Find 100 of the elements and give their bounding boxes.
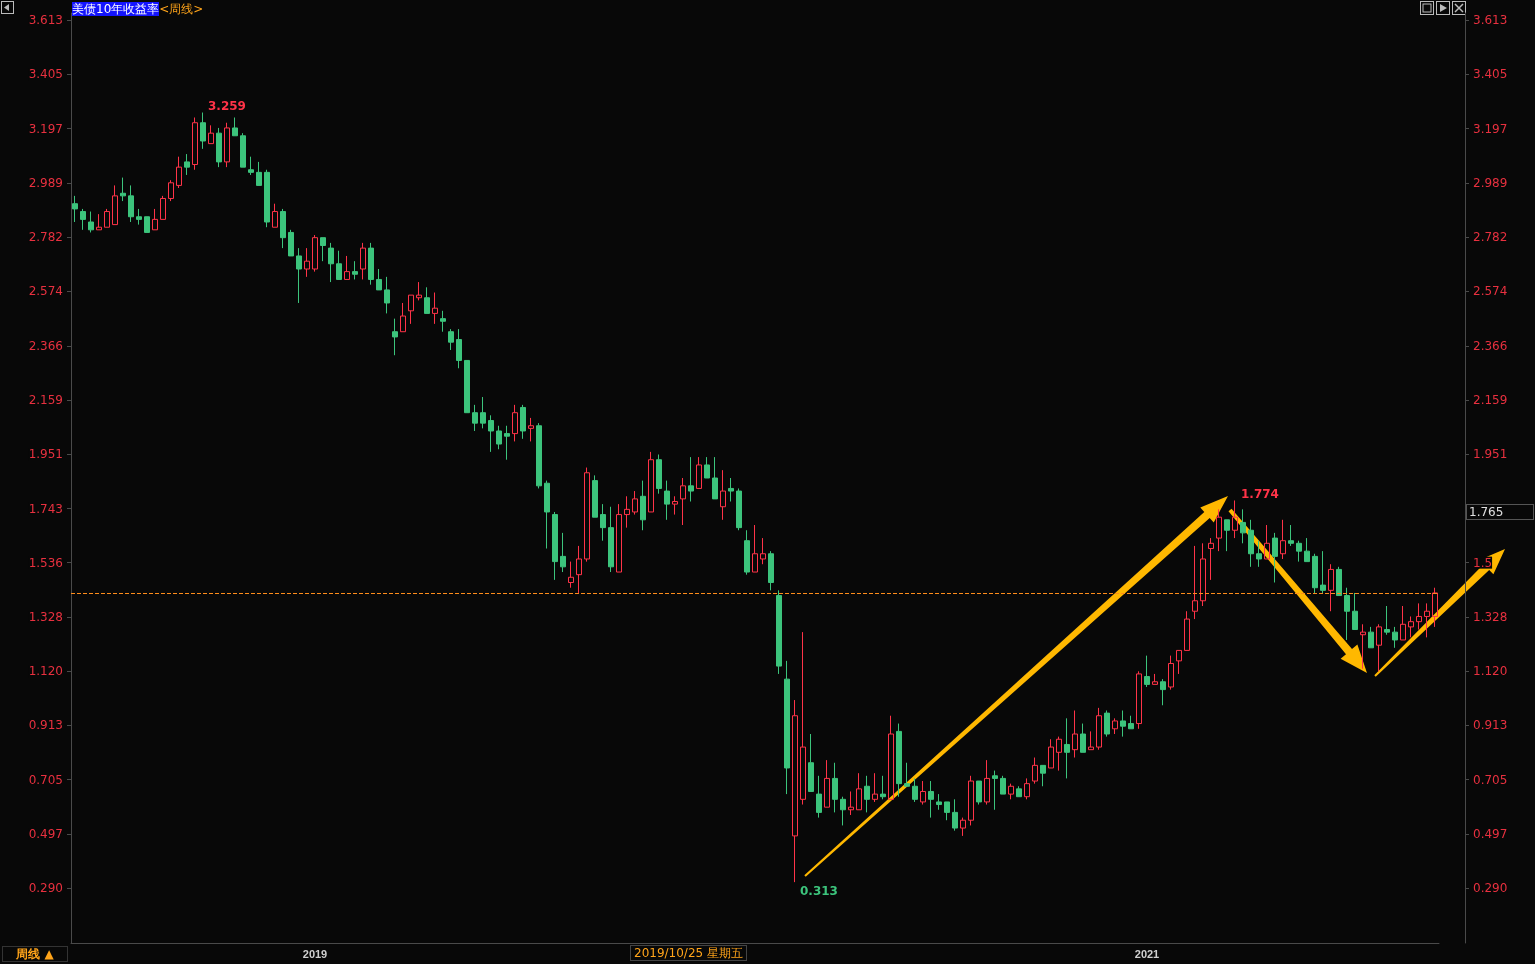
candlestick <box>448 328 454 351</box>
candlestick <box>304 247 310 278</box>
candlestick <box>872 772 878 803</box>
text: 1.765 <box>1466 504 1534 520</box>
candlestick <box>1056 736 1062 772</box>
candlestick <box>560 532 566 573</box>
candlestick <box>112 184 118 226</box>
candlestick <box>144 216 150 233</box>
candlestick <box>784 660 790 795</box>
candlestick <box>752 524 758 573</box>
candlestick <box>488 414 494 453</box>
candlestick <box>568 561 574 589</box>
candlestick <box>1040 764 1046 787</box>
candlestick <box>864 775 870 813</box>
candlestick <box>1304 537 1310 563</box>
candlestick <box>664 480 670 521</box>
candlestick <box>1152 673 1158 685</box>
candlestick <box>1216 508 1222 552</box>
candlestick <box>472 404 478 432</box>
chart-subtitle: <周线> <box>159 2 204 16</box>
candlestick <box>1200 542 1206 607</box>
candlestick <box>168 179 174 202</box>
candlestick <box>160 195 166 220</box>
candlestick <box>1072 710 1078 759</box>
y-tick-label: 1.328 <box>28 609 63 624</box>
candlestick <box>976 780 982 806</box>
candlestick <box>576 545 582 594</box>
y2-tick-label: 2.574 <box>1473 284 1508 299</box>
y2-tick-label: 3.197 <box>1473 121 1508 136</box>
y-tick-label: 0.290 <box>28 881 63 896</box>
y-tick-label: 2.159 <box>28 392 63 407</box>
y2-tick-label: 1.328 <box>1473 609 1508 624</box>
candlestick <box>1248 519 1254 568</box>
candlestick <box>1088 730 1094 751</box>
candlestick <box>712 456 718 500</box>
candlestick <box>896 723 902 798</box>
candlestick <box>584 467 590 563</box>
candlestick <box>496 425 502 450</box>
y-tick-label: 3.405 <box>28 67 63 82</box>
candlestick <box>736 487 742 531</box>
y-tick-label: 2.574 <box>28 284 63 299</box>
text: 2019/10/25 星期五 <box>630 945 747 961</box>
candlestick <box>840 796 846 826</box>
candlestick <box>808 733 814 792</box>
candlestick <box>376 268 382 291</box>
candlestick <box>680 477 686 526</box>
candlestick <box>1344 587 1350 641</box>
candlestick <box>240 132 246 168</box>
candlestick <box>600 503 606 542</box>
y-tick-label: 0.913 <box>28 718 63 733</box>
candlestick <box>1280 519 1286 560</box>
candlestick <box>312 234 318 273</box>
candlestick <box>640 480 646 531</box>
annotation: 0.313 <box>800 884 838 898</box>
candlestick <box>1032 757 1038 785</box>
y2-tick-label: 0.705 <box>1473 772 1508 787</box>
candlestick <box>216 127 222 168</box>
candlestick <box>552 511 558 581</box>
candlestick <box>1384 605 1390 636</box>
candlestick <box>912 777 918 803</box>
y-tick-label: 1.951 <box>28 447 63 462</box>
candlestick <box>440 310 446 333</box>
x-tick-label: 2019 <box>302 947 328 960</box>
y2-tick-label: 2.782 <box>1473 230 1508 245</box>
candlestick <box>96 213 102 231</box>
chart-title: 美债10年收益率 <box>72 2 160 16</box>
candlestick <box>320 237 326 262</box>
candlestick <box>120 177 126 202</box>
candlestick <box>1376 623 1382 672</box>
candlestick <box>512 404 518 442</box>
candlestick <box>832 762 838 813</box>
candlestick <box>1256 540 1262 568</box>
candlestick <box>1296 540 1302 563</box>
annotation: 1.774 <box>1241 487 1279 501</box>
candlestick <box>944 801 950 821</box>
candlestick <box>392 318 398 356</box>
candlestick <box>296 247 302 304</box>
candlestick <box>624 495 630 529</box>
candlestick <box>1128 715 1134 730</box>
candlestick <box>1144 655 1150 688</box>
y2-tick-label: 2.159 <box>1473 392 1508 407</box>
candlestick <box>792 699 798 883</box>
y2-tick-label: 3.613 <box>1473 13 1508 28</box>
candlestick <box>544 480 550 550</box>
candlestick <box>1288 524 1294 547</box>
candlestick <box>264 169 270 228</box>
candlestick <box>1016 785 1022 798</box>
y-tick-label: 0.705 <box>28 772 63 787</box>
candlestick <box>704 456 710 479</box>
candlestick <box>104 208 110 228</box>
y-tick-label: 3.613 <box>28 13 63 28</box>
candlestick <box>536 422 542 489</box>
candlestick <box>1208 537 1214 581</box>
candlestick <box>1352 592 1358 631</box>
y2-tick-label: 0.290 <box>1473 881 1508 896</box>
candlestick <box>760 537 766 565</box>
candlestick <box>936 793 942 811</box>
y2-tick-label: 1.120 <box>1473 664 1508 679</box>
candlestick <box>224 122 230 168</box>
candlestick <box>384 276 390 314</box>
